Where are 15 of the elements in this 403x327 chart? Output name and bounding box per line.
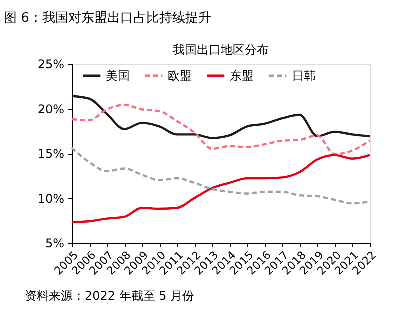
chart-subtitle: 我国出口地区分布 [173, 43, 269, 57]
y-tick-label: 15% [38, 147, 64, 161]
y-tick-label: 20% [38, 102, 64, 116]
legend-label: 美国 [106, 69, 130, 83]
line-series [70, 104, 372, 156]
line-series [70, 154, 372, 224]
chart-title: 图 6：我国对东盟出口占比持续提升 [4, 11, 212, 26]
text: 资料来源：2022 年截至 5 月份 [25, 289, 195, 303]
line-series [70, 95, 372, 140]
y-tick-label: 10% [38, 192, 64, 206]
legend-label: 欧盟 [168, 69, 192, 83]
y-tick-label: 5% [45, 236, 64, 250]
legend-label: 日韩 [292, 69, 316, 83]
legend-label: 东盟 [230, 69, 254, 83]
y-tick-label: 25% [38, 58, 64, 72]
